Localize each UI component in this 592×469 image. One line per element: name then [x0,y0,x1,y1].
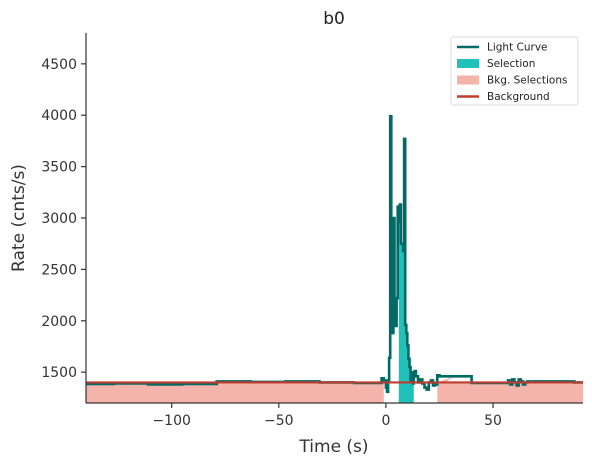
x-tick-label: −50 [264,413,294,429]
bkg-selection-wedge [437,376,455,383]
bkg-selections-layer [86,376,583,403]
y-tick-label: 4500 [41,57,77,73]
light-curve-line [86,115,583,393]
y-tick-label: 2500 [41,262,77,278]
bkg-selection-region-1 [437,382,583,403]
y-tick-label: 2000 [41,314,77,330]
y-tick-label: 3000 [41,211,77,227]
axes: −100 −50 0 50 1500 2000 2500 3000 3500 4000 4500 [41,33,583,429]
y-tick-label: 3500 [41,160,77,176]
x-tick-label: 50 [484,413,502,429]
legend-label: Background [487,91,550,103]
selection-region [398,138,414,403]
legend-swatch-patch [457,59,479,68]
legend-label: Light Curve [487,42,548,54]
y-axis-label: Rate (cnts/s) [9,164,29,272]
x-axis-label: Time (s) [298,437,368,457]
selection-layer [398,138,414,403]
chart-title: b0 [323,9,345,29]
x-tick-label: −100 [152,413,190,429]
legend: Light Curve Selection Bkg. Selections Backg… [450,36,579,106]
y-tick-label: 1500 [41,365,77,381]
legend-swatch-patch [457,75,479,85]
y-tick-label: 4000 [41,108,77,124]
legend-label: Selection [487,58,535,70]
legend-label: Bkg. Selections [487,75,567,87]
legend-box [450,36,579,106]
bkg-selection-region-0 [86,382,384,403]
x-tick-label: 0 [381,413,390,429]
light-curve-layer [86,115,583,393]
